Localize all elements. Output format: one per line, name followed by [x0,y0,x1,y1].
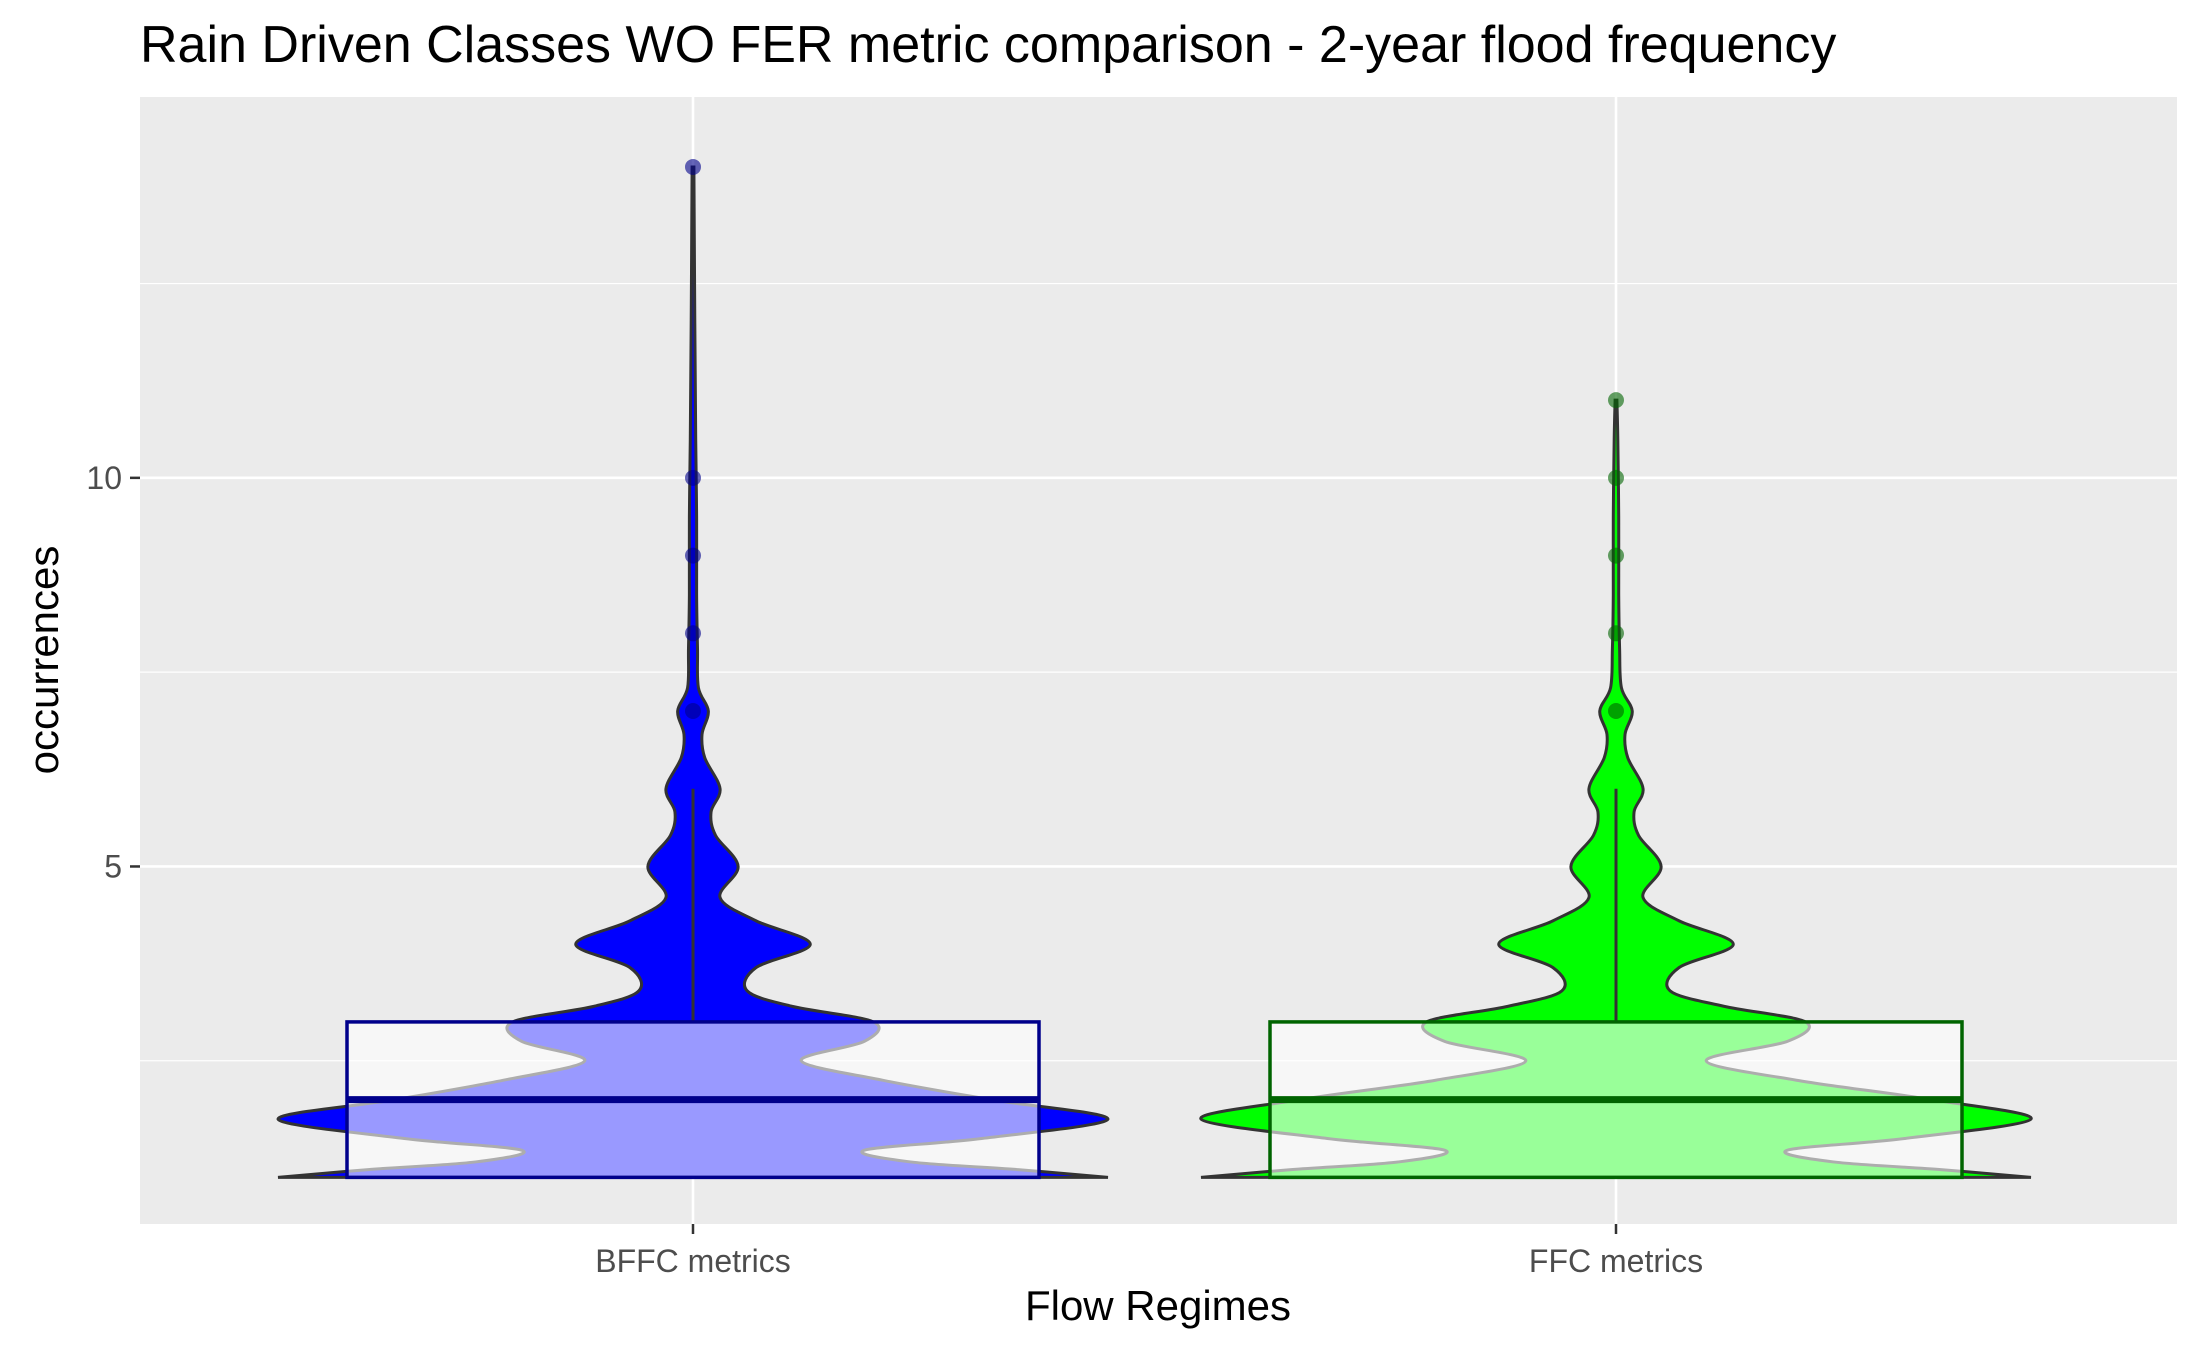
outlier-point [1608,703,1624,720]
x-tick-label: BFFC metrics [595,1243,791,1279]
outlier-point [685,158,701,175]
outlier-point [685,703,701,720]
outlier-point [1608,547,1624,564]
y-tick-label: 10 [86,460,122,496]
outlier-point [1608,469,1624,486]
x-tick-label: FFC metrics [1529,1243,1703,1279]
y-axis-title: occurrences [20,546,67,775]
outlier-point [1608,392,1624,409]
outlier-point [685,547,701,564]
chart-title: Rain Driven Classes WO FER metric compar… [140,16,1836,74]
outlier-point [685,625,701,642]
outlier-point [685,469,701,486]
axes: 5 10 BFFC metrics FFC metrics [86,460,1703,1279]
y-tick-label: 5 [104,848,122,884]
x-axis-title: Flow Regimes [1025,1282,1291,1329]
outlier-point [1608,625,1624,642]
violins [276,158,2033,1180]
